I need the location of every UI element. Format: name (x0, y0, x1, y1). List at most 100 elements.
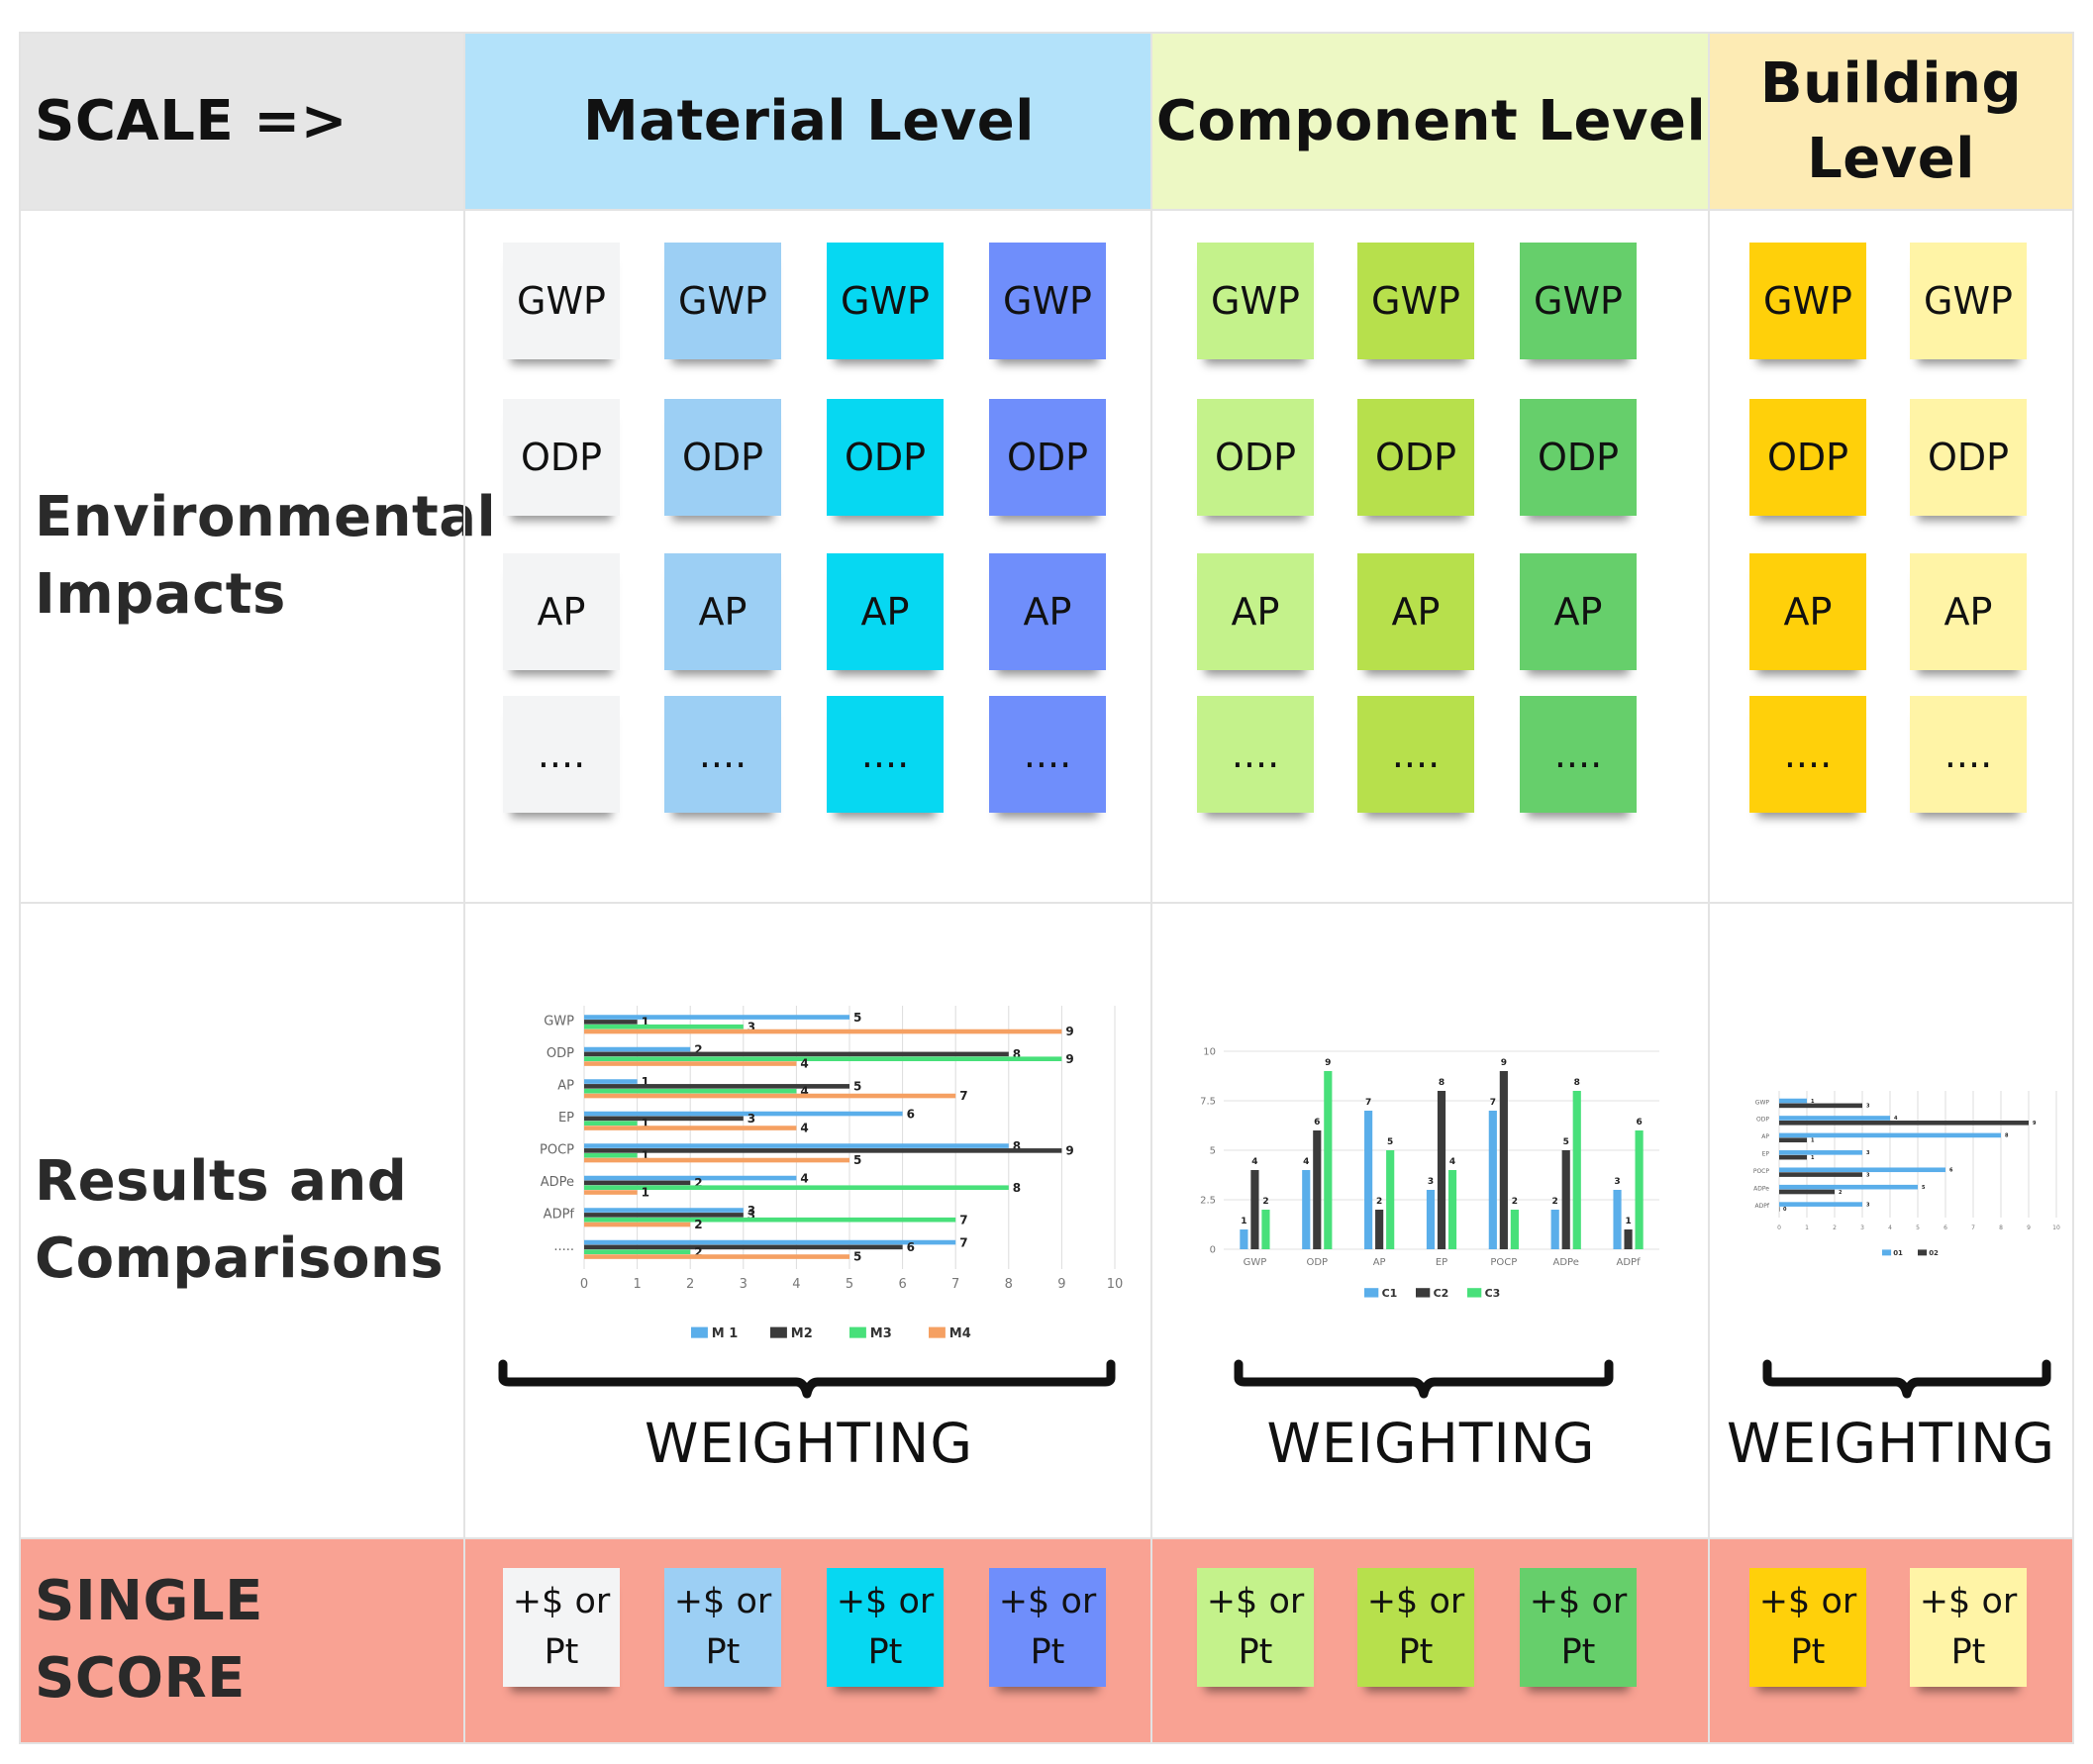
divider (1150, 34, 1152, 1742)
bar-c1 (1550, 1210, 1559, 1249)
data-label: 9 (1065, 1144, 1073, 1158)
impact-sticky-more: .... (1357, 696, 1474, 813)
data-label: 9 (1065, 1052, 1073, 1066)
bar-c3 (1447, 1170, 1457, 1249)
y-tick-label: 2.5 (1200, 1196, 1216, 1207)
bar-m4 (584, 1254, 849, 1259)
data-label: 3 (1428, 1177, 1434, 1187)
impact-sticky-more: .... (1520, 696, 1637, 813)
x-tick-label: 1 (633, 1277, 641, 1292)
data-label: 7 (959, 1213, 967, 1226)
category-label: EP (558, 1111, 574, 1126)
bar-m3 (584, 1249, 691, 1255)
impact-sticky-gwp: GWP (503, 243, 620, 359)
data-label: 6 (1314, 1118, 1320, 1127)
legend-label: 01 (1893, 1249, 1903, 1257)
y-tick-label: 5 (1210, 1146, 1216, 1157)
data-label: 1 (1811, 1099, 1815, 1105)
data-label: 0 (1783, 1207, 1787, 1213)
impact-sticky-ap: AP (827, 553, 944, 670)
single-score-sticky: +$ or Pt (1749, 1568, 1866, 1687)
bar-c1 (1426, 1190, 1436, 1249)
impact-sticky-gwp: GWP (1520, 243, 1637, 359)
impact-sticky-ap: AP (1749, 553, 1866, 670)
data-label: 1 (1811, 1155, 1815, 1161)
impact-sticky-odp: ODP (1749, 399, 1866, 516)
category-label: ADPe (541, 1175, 574, 1190)
bar-c2 (1624, 1229, 1633, 1249)
impact-sticky-ap: AP (1910, 553, 2027, 670)
bar-m1 (584, 1079, 638, 1084)
y-tick-label: 7.5 (1200, 1097, 1216, 1108)
bar-m4 (584, 1093, 956, 1099)
legend-swatch (1882, 1249, 1892, 1256)
bar-m1 (584, 1143, 1009, 1148)
x-tick-label: 4 (1888, 1225, 1892, 1231)
bar-m3 (584, 1024, 744, 1029)
bar-m4 (584, 1190, 638, 1195)
category-label: EP (1762, 1151, 1770, 1158)
impact-sticky-more: .... (1197, 696, 1314, 813)
impact-sticky-ap: AP (664, 553, 781, 670)
data-label: 6 (907, 1107, 915, 1121)
bar-c1 (1613, 1190, 1622, 1249)
bar-02 (1779, 1137, 1807, 1143)
x-tick-label: 3 (740, 1277, 748, 1292)
x-tick-label: 4 (792, 1277, 800, 1292)
category-label: GWP (1244, 1257, 1267, 1268)
category-label: GWP (544, 1015, 574, 1029)
data-label: 4 (1303, 1157, 1309, 1167)
bar-c2 (1499, 1071, 1508, 1249)
impact-sticky-gwp: GWP (1357, 243, 1474, 359)
bar-c3 (1510, 1210, 1519, 1249)
component-weighting-brace (1234, 1359, 1614, 1399)
data-label: 1 (1625, 1217, 1631, 1226)
legend-swatch (1416, 1288, 1431, 1298)
single-score-sticky: +$ or Pt (1910, 1568, 2027, 1687)
impact-sticky-odp: ODP (989, 399, 1106, 516)
bar-01 (1779, 1167, 1945, 1173)
impact-sticky-gwp: GWP (1197, 243, 1314, 359)
impact-sticky-odp: ODP (1520, 399, 1637, 516)
bar-m3 (584, 1217, 956, 1223)
bar-m4 (584, 1061, 797, 1066)
material-weighting-label: WEIGHTING (645, 1412, 973, 1475)
data-label: 1 (642, 1117, 649, 1130)
legend-label: M3 (870, 1326, 892, 1341)
data-label: 3 (1866, 1202, 1870, 1208)
component-level-title: Component Level (1155, 89, 1707, 154)
single-score-sticky: +$ or Pt (827, 1568, 944, 1687)
bar-m2 (584, 1244, 903, 1250)
bar-m1 (584, 1175, 797, 1181)
component-results-chart: 0 2.5 5 7.5 10 GWP 1 4 2 ODP 4 6 9 AP 7 2 5 EP 3 8 4 POCP 7 9 2 A… (1200, 1047, 1659, 1300)
bar-01 (1779, 1184, 1918, 1190)
data-label: 9 (1065, 1025, 1073, 1038)
category-label: ADPf (544, 1208, 575, 1223)
data-label: 2 (694, 1218, 702, 1231)
x-tick-label: 5 (846, 1277, 853, 1292)
legend-swatch (849, 1326, 866, 1338)
bar-m3 (584, 1088, 797, 1094)
bar-c2 (1561, 1150, 1570, 1249)
single-score-sticky: +$ or Pt (1520, 1568, 1637, 1687)
data-label: 7 (959, 1089, 967, 1103)
bar-01 (1779, 1202, 1862, 1207)
data-label: 3 (1866, 1104, 1870, 1110)
scale-framework-table: SCALE => Material Level Component Level … (19, 32, 2074, 1744)
building-level-title: Building Level (1759, 51, 2023, 191)
category-label: GWP (1755, 1099, 1770, 1106)
data-label: 2 (694, 1245, 702, 1259)
single-score-sticky: +$ or Pt (1197, 1568, 1314, 1687)
single-score-sticky: +$ or Pt (989, 1568, 1106, 1687)
category-label: POCP (1490, 1257, 1517, 1268)
x-tick-label: 9 (1057, 1277, 1065, 1292)
data-label: 9 (2033, 1121, 2037, 1127)
single-score-sticky: +$ or Pt (503, 1568, 620, 1687)
impact-sticky-gwp: GWP (1749, 243, 1866, 359)
impact-sticky-odp: ODP (664, 399, 781, 516)
impact-sticky-more: .... (827, 696, 944, 813)
divider (463, 34, 465, 1742)
data-label: 7 (1490, 1098, 1496, 1108)
data-label: 6 (1949, 1168, 1953, 1174)
category-label: ODP (1306, 1257, 1328, 1268)
